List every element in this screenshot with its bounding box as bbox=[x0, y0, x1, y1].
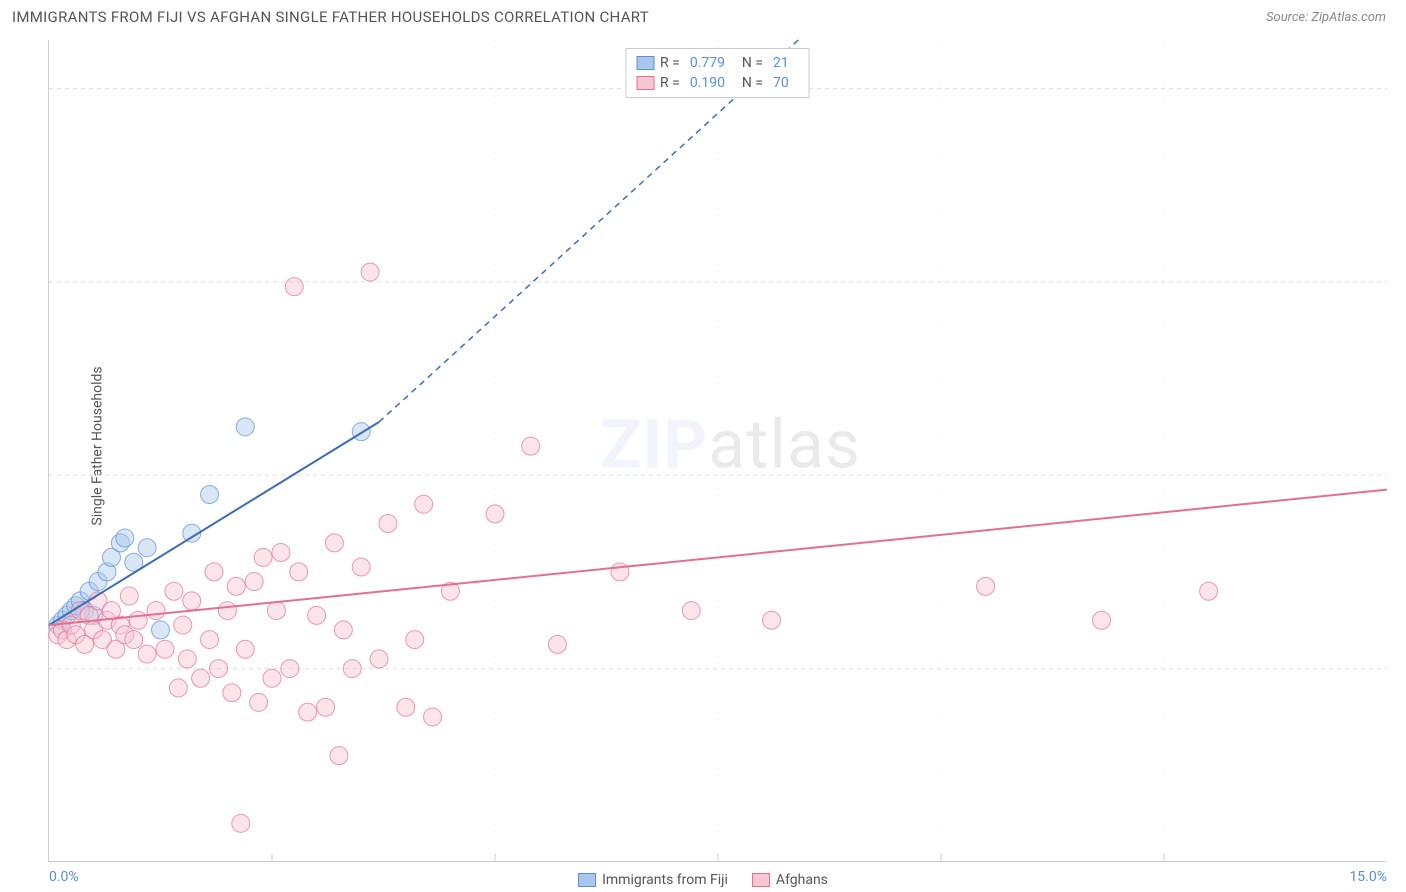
legend-swatch bbox=[578, 873, 596, 887]
legend-n-label: N = bbox=[742, 75, 763, 91]
legend-r-value: 0.779 bbox=[690, 55, 736, 71]
legend-swatch bbox=[752, 873, 770, 887]
series-legend-label: Afghans bbox=[776, 872, 828, 888]
legend-n-label: N = bbox=[742, 55, 763, 71]
chart-header: IMMIGRANTS FROM FIJI VS AFGHAN SINGLE FA… bbox=[0, 0, 1406, 34]
legend-swatch bbox=[636, 76, 654, 90]
legend-swatch bbox=[636, 56, 654, 70]
series-legend-item: Immigrants from Fiji bbox=[578, 872, 728, 888]
chart-title: IMMIGRANTS FROM FIJI VS AFGHAN SINGLE FA… bbox=[12, 8, 649, 26]
legend-r-value: 0.190 bbox=[690, 75, 736, 91]
legend-r-label: R = bbox=[660, 75, 680, 91]
x-tick-label: 0.0% bbox=[49, 869, 79, 885]
legend-n-value: 21 bbox=[773, 55, 799, 71]
x-tick-label: 15.0% bbox=[1349, 869, 1387, 885]
correlation-legend: R = 0.779 N = 21 R = 0.190 N = 70 bbox=[625, 48, 810, 98]
legend-row: R = 0.779 N = 21 bbox=[636, 53, 799, 73]
series-legend-item: Afghans bbox=[752, 872, 828, 888]
legend-row: R = 0.190 N = 70 bbox=[636, 73, 799, 93]
chart-area: ZIPatlas R =0.779N =21R =0.190N =70 2.0%… bbox=[48, 40, 1386, 862]
plot-area: ZIPatlas R =0.779N =21R =0.190N =70 2.0%… bbox=[48, 40, 1386, 862]
plot-svg bbox=[49, 40, 1386, 861]
series-legend-label: Immigrants from Fiji bbox=[602, 872, 728, 888]
source-attribution: Source: ZipAtlas.com bbox=[1266, 10, 1386, 25]
series-legend: Immigrants from Fiji Afghans bbox=[578, 872, 828, 888]
legend-n-value: 70 bbox=[773, 75, 799, 91]
legend-r-label: R = bbox=[660, 55, 680, 71]
